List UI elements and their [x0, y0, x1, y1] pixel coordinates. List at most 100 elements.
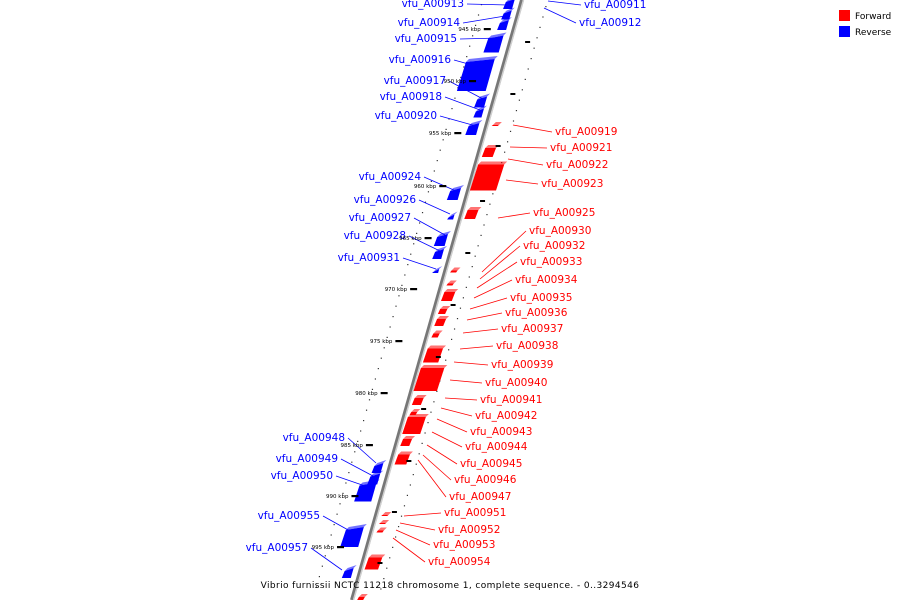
scale-dot	[460, 76, 462, 78]
kbp-tick-label: 960 kbp	[414, 184, 437, 190]
label-leader	[402, 257, 437, 270]
scale-dot	[527, 68, 529, 70]
forward-gene	[441, 289, 459, 301]
kbp-tick-label: 985 kbp	[340, 443, 363, 449]
label-leader	[392, 537, 426, 563]
forward-gene-label: vfu_A00953	[433, 539, 495, 551]
scale-dot	[339, 503, 341, 505]
label-leader	[335, 475, 369, 488]
reverse-gene	[354, 479, 380, 502]
label-leader	[473, 279, 513, 299]
reverse-gene-label: vfu_A00926	[354, 194, 417, 206]
forward-gene-label: vfu_A00938	[496, 340, 558, 352]
label-leader	[347, 437, 377, 464]
reverse-gene	[456, 56, 498, 91]
label-leader	[449, 379, 483, 384]
forward-gene	[422, 345, 446, 363]
scale-dot	[368, 399, 371, 401]
forward-gene-label: vfu_A00933	[520, 256, 582, 268]
scale-dot	[398, 295, 400, 297]
label-leader	[413, 217, 446, 236]
kbp-tick-label: 955 kbp	[429, 131, 452, 137]
scale-dot	[474, 255, 476, 257]
scale-dot	[469, 45, 471, 47]
forward-gene	[450, 267, 461, 273]
reverse-gene	[497, 17, 512, 30]
label-leader	[422, 454, 452, 481]
reverse-gene-label: vfu_A00916	[389, 54, 452, 66]
scale-dot	[451, 108, 453, 110]
scale-dot	[354, 451, 356, 453]
scale-dot	[492, 193, 494, 195]
scale-dot	[401, 284, 403, 286]
label-leader	[340, 458, 374, 477]
label-leader	[476, 261, 518, 289]
reverse-gene	[340, 524, 367, 547]
forward-gene	[437, 306, 451, 314]
forward-gene	[434, 316, 450, 326]
scale-dash	[406, 460, 412, 462]
backbone-line	[350, 0, 524, 600]
reverse-gene-label: vfu_A00948	[283, 432, 345, 444]
scale-dot	[374, 378, 376, 380]
scale-dot	[489, 203, 491, 205]
scale-dot	[486, 214, 488, 216]
gene-labels: vfu_A00911 vfu_A00912 vfu_A00913 vfu_A00914…	[246, 0, 647, 568]
kbp-tick-label: 995 kbp	[312, 545, 335, 551]
scale-dash	[377, 562, 383, 564]
scale-dot	[371, 388, 374, 390]
scale-dot	[363, 420, 365, 422]
scale-dot	[413, 243, 415, 245]
scale-dot	[389, 326, 391, 328]
scale-dot	[445, 128, 447, 130]
reverse-gene	[465, 120, 483, 135]
label-leader	[543, 7, 577, 24]
label-leader	[403, 512, 442, 517]
kbp-tick-mark	[395, 340, 403, 343]
label-leader	[469, 297, 508, 310]
reverse-gene	[432, 266, 443, 273]
scale-dot	[472, 35, 474, 37]
scale-dot	[530, 58, 532, 60]
reverse-gene	[447, 211, 458, 220]
scale-dot	[480, 234, 482, 236]
scale-dot	[360, 430, 362, 432]
scale-dot	[466, 56, 468, 58]
scale-dot	[395, 536, 397, 538]
backbone	[350, 0, 525, 600]
reverse-gene	[483, 32, 507, 53]
reverse-gene	[432, 246, 448, 259]
label-leader	[440, 407, 473, 417]
reverse-gene	[446, 185, 465, 200]
scale-dot	[421, 212, 424, 214]
scale-dash	[510, 93, 516, 95]
forward-gene	[431, 330, 443, 338]
scale-dash	[525, 41, 531, 43]
scale-dot	[409, 484, 411, 486]
forward-gene-label: vfu_A00954	[428, 556, 491, 568]
scale-dot	[504, 151, 506, 153]
scale-dot	[342, 492, 344, 494]
scale-dot	[333, 524, 335, 526]
label-leader	[497, 212, 531, 219]
scale-dot	[377, 368, 379, 370]
scale-dot	[483, 224, 485, 226]
scale-dot	[406, 494, 409, 496]
forward-gene-label: vfu_A00947	[449, 491, 511, 503]
legend-forward-swatch	[839, 10, 850, 21]
legend: Forward Reverse	[839, 10, 892, 38]
forward-gene	[400, 436, 416, 446]
reverse-gene	[371, 460, 387, 473]
scale-dot	[448, 118, 450, 120]
scale-dot	[430, 411, 432, 413]
scale-dot	[386, 567, 388, 569]
kbp-tick-mark	[483, 28, 491, 31]
forward-gene	[364, 554, 386, 570]
scale-dot	[433, 401, 435, 403]
forward-gene-label: vfu_A00946	[454, 474, 517, 486]
forward-gene-label: vfu_A00934	[515, 274, 578, 286]
forward-gene-label: vfu_A00935	[510, 292, 572, 304]
scale-dot	[418, 453, 420, 455]
map-caption: Vibrio furnissii NCTC 11218 chromosome 1…	[261, 581, 640, 591]
reverse-gene-label: vfu_A00924	[359, 171, 422, 183]
